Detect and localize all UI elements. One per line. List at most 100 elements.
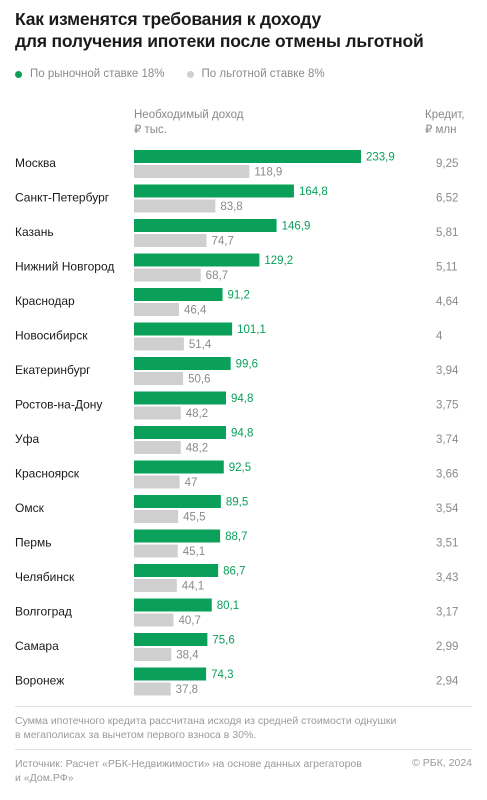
- credit-value: 3,94: [436, 365, 459, 377]
- data-label-market: 91,2: [228, 290, 250, 302]
- category-label: Екатеринбург: [15, 363, 91, 377]
- category-label: Красноярск: [15, 467, 80, 481]
- data-label-preferential: 45,5: [183, 512, 205, 524]
- divider-top: [15, 706, 472, 707]
- category-label: Москва: [15, 156, 56, 170]
- bar-market: [134, 598, 212, 612]
- data-label-preferential: 48,2: [186, 443, 208, 455]
- credit-value: 4: [436, 331, 443, 343]
- bar-market: [134, 426, 227, 439]
- data-label-market: 89,5: [226, 497, 248, 509]
- bar-preferential: [134, 613, 174, 627]
- bar-market: [134, 460, 224, 474]
- data-label-preferential: 40,7: [178, 615, 200, 627]
- income-header-line-1: Необходимый доход: [134, 109, 244, 121]
- bar-preferential: [134, 234, 207, 247]
- legend-label-market: По рыночной ставке 18%: [30, 68, 165, 80]
- bar-market: [134, 391, 227, 405]
- data-label-market: 88,7: [225, 531, 247, 543]
- legend: По рыночной ставке 18% По льготной ставк…: [15, 68, 347, 80]
- data-label-market: 75,6: [212, 635, 234, 647]
- credit-value: 3,43: [436, 572, 458, 584]
- data-label-market: 101,1: [237, 324, 266, 336]
- category-label: Краснодар: [15, 294, 75, 308]
- note-line-1: Сумма ипотечного кредита рассчитана исхо…: [15, 715, 397, 727]
- category-label: Челябинск: [15, 570, 75, 584]
- bar-preferential: [134, 165, 250, 178]
- divider-bottom: [15, 749, 472, 750]
- income-column-header: Необходимый доход ₽ тыс.: [134, 108, 243, 138]
- credit-header-line-1: Кредит,: [425, 109, 465, 121]
- bar-market: [134, 529, 221, 543]
- data-label-preferential: 51,4: [189, 339, 212, 351]
- bar-preferential: [134, 303, 180, 316]
- bar-market: [134, 633, 208, 646]
- credit-value: 5,11: [436, 262, 458, 274]
- category-label: Казань: [15, 225, 54, 239]
- bar-market: [134, 219, 277, 232]
- income-header-line-2: ₽ тыс.: [134, 124, 167, 136]
- credit-value: 3,51: [436, 538, 458, 550]
- bar-preferential: [134, 268, 201, 282]
- category-label: Нижний Новгород: [15, 260, 114, 274]
- credit-header-line-2: ₽ млн: [425, 124, 457, 136]
- credit-value: 6,52: [436, 193, 458, 205]
- credit-column-header: Кредит, ₽ млн: [425, 108, 465, 138]
- bar-chart: Москва 233,9 118,9 9,25 Санкт-Петербург 164,8…: [15, 150, 459, 696]
- data-label-preferential: 46,4: [184, 305, 207, 317]
- data-label-preferential: 45,1: [183, 546, 205, 558]
- credit-value: 2,94: [436, 676, 459, 688]
- bar-market: [134, 253, 260, 267]
- credit-value: 2,99: [436, 641, 458, 653]
- legend-dot-market: [15, 70, 22, 78]
- bar-preferential: [134, 406, 181, 420]
- data-label-preferential: 44,1: [182, 581, 204, 593]
- data-label-preferential: 50,6: [188, 374, 210, 386]
- note-line-2: в мегаполисах за вычетом первого взноса …: [15, 729, 257, 741]
- bar-preferential: [134, 544, 178, 558]
- data-label-market: 94,8: [231, 428, 253, 440]
- source-line-1: Источник: Расчет «РБК-Недвижимости» на о…: [15, 758, 362, 770]
- legend-dot-preferential: [186, 70, 194, 78]
- credit-value: 3,54: [436, 503, 459, 515]
- bar-preferential: [134, 579, 177, 592]
- category-label: Самара: [15, 639, 59, 653]
- bar-preferential: [134, 475, 180, 489]
- data-label-market: 99,6: [236, 359, 258, 371]
- data-label-market: 146,9: [282, 221, 311, 233]
- bar-preferential: [134, 648, 172, 661]
- credit-value: 3,74: [436, 434, 459, 446]
- data-label-market: 92,5: [229, 462, 251, 474]
- chart-title: Как изменятся требования к доходу для по…: [15, 8, 480, 52]
- source-note: Источник: Расчет «РБК-Недвижимости» на о…: [15, 757, 362, 785]
- bar-market: [134, 150, 361, 163]
- data-label-preferential: 83,8: [220, 201, 242, 213]
- category-label: Пермь: [15, 536, 51, 550]
- data-label-market: 94,8: [231, 393, 253, 405]
- methodology-note: Сумма ипотечного кредита рассчитана исхо…: [15, 714, 396, 742]
- bar-market: [134, 564, 219, 577]
- data-label-market: 86,7: [223, 566, 245, 578]
- data-label-preferential: 47: [185, 477, 198, 489]
- data-label-preferential: 37,8: [176, 684, 198, 696]
- credit-value: 9,25: [436, 158, 458, 170]
- bar-market: [134, 357, 231, 370]
- credit-value: 3,75: [436, 400, 458, 412]
- data-label-market: 74,3: [211, 669, 233, 681]
- data-label-preferential: 68,7: [206, 270, 228, 282]
- bar-market: [134, 495, 221, 508]
- bar-preferential: [134, 682, 171, 696]
- category-label: Омск: [15, 501, 45, 515]
- data-label-preferential: 38,4: [176, 650, 199, 662]
- legend-item-preferential: По льготной ставке 8%: [186, 68, 325, 80]
- bar-preferential: [134, 337, 184, 351]
- category-label: Воронеж: [15, 674, 64, 688]
- data-label-preferential: 48,2: [186, 408, 208, 420]
- legend-item-market: По рыночной ставке 18%: [15, 68, 165, 80]
- data-label-market: 80,1: [217, 600, 239, 612]
- bar-market: [134, 288, 223, 301]
- title-line-1: Как изменятся требования к доходу: [15, 9, 321, 29]
- bar-market: [134, 184, 294, 198]
- credit-value: 3,17: [436, 607, 458, 619]
- credit-value: 5,81: [436, 227, 458, 239]
